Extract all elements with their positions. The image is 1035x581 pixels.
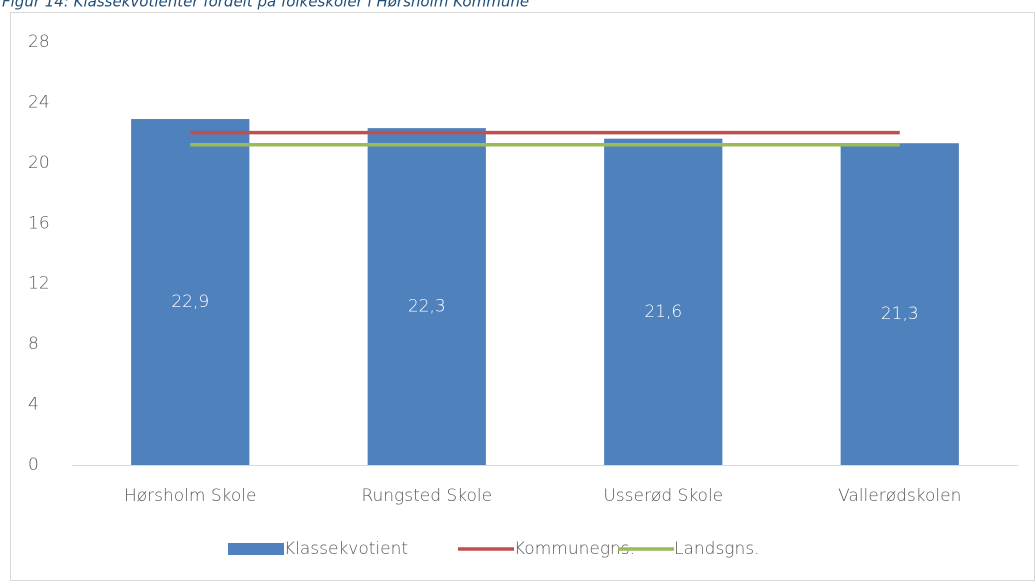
bar [840,143,959,466]
bar [131,119,250,466]
y-tick-label: 24 [28,92,50,112]
y-tick-label: 0 [28,455,39,475]
legend-label: Kommunegns. [514,539,635,559]
x-tick-label: Usserød Skole [603,486,723,506]
chart-title: Figur 14: Klassekvotienter fordelt på fo… [2,0,529,11]
x-tick-label: Vallerødskolen [838,486,961,506]
bar [367,128,486,465]
y-tick-label: 28 [28,32,50,52]
y-tick-label: 16 [28,213,50,233]
data-label: 21,3 [881,304,919,324]
legend-label: Klassekvotient [284,539,408,559]
x-tick-label: Hørsholm Skole [124,486,257,506]
x-tick-label: Rungsted Skole [361,486,492,506]
bar [604,138,723,465]
data-label: 21,6 [644,302,682,322]
y-tick-label: 8 [28,334,39,354]
y-tick-label: 12 [28,274,50,294]
y-tick-label: 20 [28,153,50,173]
legend-swatch [228,543,284,555]
y-tick-label: 4 [28,395,39,415]
data-label: 22,9 [171,292,209,312]
legend-label: Landsgns. [674,539,760,559]
data-label: 22,3 [408,297,446,317]
